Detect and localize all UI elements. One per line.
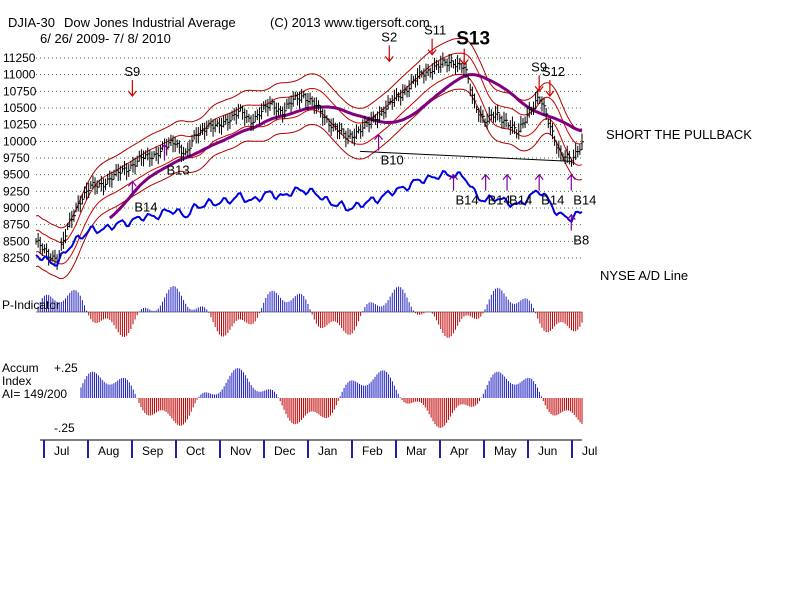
inner-upper-band [35, 52, 583, 244]
ad-line-label: NYSE A/D Line [600, 268, 688, 283]
chart-title: Dow Jones Industrial Average [64, 15, 236, 30]
p-indicator-panel [36, 286, 583, 338]
sell-signal-label: S13 [456, 29, 490, 50]
buy-arrow [566, 213, 576, 231]
price-tick-label: 10500 [3, 101, 37, 115]
price-tick-label: 9250 [3, 184, 30, 198]
price-tick-label: 8750 [3, 218, 30, 232]
accum-top-value: +.25 [54, 361, 78, 375]
price-tick-label: 9500 [3, 168, 30, 182]
buy-arrow [534, 173, 544, 191]
month-label: Jun [538, 444, 557, 458]
month-label: May [494, 444, 517, 458]
price-bars [35, 52, 584, 270]
sell-arrow [534, 75, 544, 93]
month-axis: Jul Aug Sep Oct Nov Dec Jan Feb Mar Apr May Jun Jul [40, 439, 597, 458]
price-tick-label: 10000 [3, 134, 37, 148]
sell-arrow [127, 80, 137, 97]
buy-signal-label: B14 [541, 193, 564, 208]
buy-signal-label: B14 [509, 193, 532, 208]
accum-bottom-value: -.25 [54, 421, 75, 435]
buy-signal-label: B14 [456, 193, 479, 208]
annotation-short-pullback: SHORT THE PULLBACK [606, 127, 752, 142]
month-label: Jul [54, 444, 69, 458]
buy-arrow [160, 143, 169, 161]
price-tick-label: 10750 [3, 84, 37, 98]
buy-arrow [502, 173, 512, 191]
accum-ai-value: AI= 149/200 [2, 387, 67, 401]
sell-arrow [427, 38, 437, 56]
month-label: Oct [186, 444, 205, 458]
p-indicator-label: P-Indicator [2, 298, 60, 312]
buy-signal-label: B14 [488, 193, 511, 208]
buy-signal-label: B14 [573, 193, 596, 208]
inner-lower-band [35, 73, 583, 265]
sell-signal-label: S2 [381, 29, 397, 44]
price-tick-label: 8250 [3, 251, 30, 265]
price-tick-label: 8500 [3, 234, 30, 248]
accum-index-panel [80, 368, 583, 428]
sell-arrow [459, 48, 469, 66]
moving-average-line [108, 73, 583, 220]
month-label: Sep [142, 444, 164, 458]
month-label: Apr [450, 444, 469, 458]
price-tick-label: 11000 [3, 68, 36, 82]
buy-signal-label: B13 [166, 163, 189, 178]
sell-signal-label: S12 [542, 64, 565, 79]
sell-signal-label: S9 [124, 64, 140, 79]
sell-signal-label: S11 [424, 23, 446, 38]
indicator-lines [35, 150, 583, 267]
buy-signal-label: B10 [381, 153, 404, 168]
chart-symbol: DJIA-30 [8, 15, 55, 30]
month-label: Feb [362, 444, 383, 458]
accum-index-label: Index [2, 374, 31, 388]
buy-arrow [566, 173, 576, 191]
buy-signal-label: B8 [573, 233, 589, 248]
price-tick-label: 9000 [3, 201, 30, 215]
chart-date-range: 6/ 26/ 2009- 7/ 8/ 2010 [40, 31, 171, 46]
chart-copyright: (C) 2013 www.tigersoft.com [270, 15, 430, 30]
sell-signal-label: S9 [531, 59, 547, 74]
month-label: Nov [230, 444, 251, 458]
upper-band [35, 37, 583, 229]
sell-arrow [545, 80, 555, 97]
month-label: Dec [274, 444, 295, 458]
month-label: Mar [406, 444, 427, 458]
price-tick-label: 11250 [3, 51, 36, 65]
month-label: Jan [318, 444, 337, 458]
price-tick-label: 9750 [3, 151, 30, 165]
buy-arrow [449, 173, 458, 191]
support-trendline [359, 150, 573, 162]
ad-line [35, 169, 583, 267]
buy-arrow [374, 133, 384, 151]
accum-label: Accum [2, 361, 39, 375]
buy-signal-label: B14 [134, 199, 157, 214]
month-label: Aug [98, 444, 119, 458]
buy-arrow [127, 180, 137, 198]
price-axis-ticks: 11250 11000 10750 10500 10250 10000 9750 9500 92… [3, 51, 37, 265]
sell-arrow [384, 45, 394, 63]
month-label: Jul [582, 444, 597, 458]
buy-arrow [481, 173, 491, 191]
price-tick-label: 10250 [3, 118, 37, 132]
